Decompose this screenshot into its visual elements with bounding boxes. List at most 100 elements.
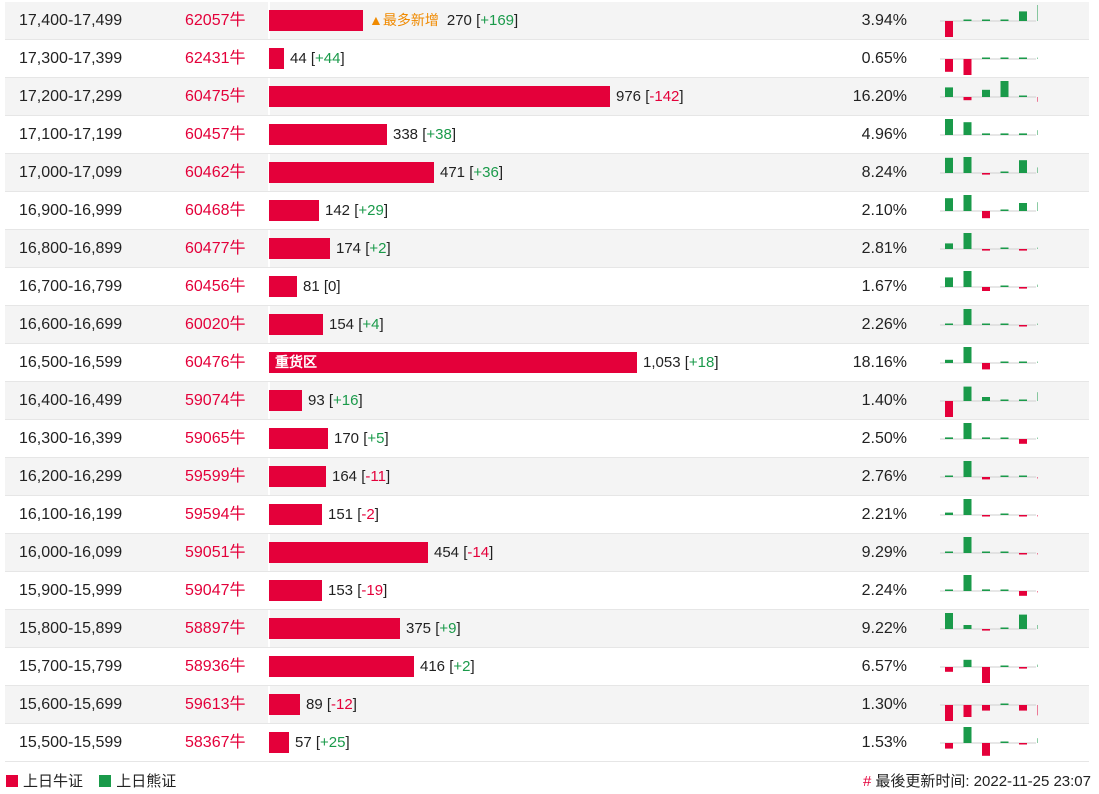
sparkline-bar	[1000, 361, 1009, 363]
table-row[interactable]: 16,100-16,199 59594牛 151 [-2] 2.21%	[5, 496, 1089, 534]
sparkline-bar	[945, 475, 953, 477]
bull-code-link[interactable]: 59065牛	[185, 430, 246, 447]
legend-bull: 上日牛证	[6, 773, 83, 790]
bull-code-link[interactable]: 60456牛	[185, 278, 246, 295]
count-bar	[269, 656, 414, 677]
sparkline-bar	[982, 211, 990, 219]
bull-code-link[interactable]: 59074牛	[185, 392, 246, 409]
count-value: 338	[393, 126, 419, 143]
bull-code-link[interactable]: 58897牛	[185, 620, 246, 637]
sparkline-bar	[1037, 361, 1038, 363]
bull-code-link[interactable]: 59599牛	[185, 468, 246, 485]
trend-sparkline	[940, 57, 1038, 75]
table-row[interactable]: 17,400-17,499 62057牛 ▲最多新增 270 [+169] 3.94%	[5, 2, 1089, 40]
bull-code-link[interactable]: 59051牛	[185, 544, 246, 561]
legend-bear: 上日熊证	[99, 773, 176, 790]
trend-sparkline	[940, 703, 1038, 721]
count-label: 174 [+2]	[336, 230, 391, 267]
hash-icon: #	[862, 773, 872, 790]
bracket-open: [	[684, 354, 689, 371]
sparkline-bar	[982, 743, 990, 756]
count-value: 164	[332, 468, 358, 485]
trend-sparkline	[940, 537, 1038, 555]
bracket-open: [	[435, 620, 440, 637]
percentage: 2.26%	[861, 316, 907, 333]
count-bar	[269, 428, 328, 449]
trend-sparkline	[940, 271, 1038, 291]
bracket-open: [	[645, 88, 650, 105]
sparkline-bar	[1019, 160, 1027, 173]
bull-code-link[interactable]: 60020牛	[185, 316, 246, 333]
bull-code-link[interactable]: 60457牛	[185, 126, 246, 143]
bracket-close: ]	[470, 658, 475, 675]
count-value: 89	[306, 696, 323, 713]
table-row[interactable]: 16,800-16,899 60477牛 174 [+2] 2.81%	[5, 230, 1089, 268]
table-row[interactable]: 17,100-17,199 60457牛 338 [+38] 4.96%	[5, 116, 1089, 154]
sparkline-bar	[1037, 553, 1038, 555]
table-row[interactable]: 15,800-15,899 58897牛 375 [+9] 9.22%	[5, 610, 1089, 648]
bull-code-link[interactable]: 58367牛	[185, 734, 246, 751]
bull-code-link[interactable]: 60475牛	[185, 88, 246, 105]
table-row[interactable]: 15,700-15,799 58936牛 416 [+2] 6.57%	[5, 648, 1089, 686]
bull-code-link[interactable]: 59047牛	[185, 582, 246, 599]
sparkline-bar	[1000, 209, 1009, 211]
trend-sparkline	[940, 309, 1038, 327]
bull-code-link[interactable]: 62057牛	[185, 12, 246, 29]
row-left-zone	[5, 686, 268, 723]
bracket-close: ]	[498, 164, 503, 181]
sparkline-bar	[982, 551, 990, 553]
bull-code-link[interactable]: 60477牛	[185, 240, 246, 257]
sparkline-bar	[963, 122, 972, 135]
strike-range: 17,100-17,199	[19, 126, 123, 143]
bull-code-link[interactable]: 59594牛	[185, 506, 246, 523]
change-value: -12	[331, 696, 353, 713]
table-row[interactable]: 17,000-17,099 60462牛 471 [+36] 8.24%	[5, 154, 1089, 192]
row-left-zone	[5, 2, 268, 39]
bull-code-link[interactable]: 58936牛	[185, 658, 246, 675]
table-row[interactable]: 16,900-16,999 60468牛 142 [+29] 2.10%	[5, 192, 1089, 230]
sparkline-bar	[1019, 515, 1027, 517]
row-left-zone	[5, 154, 268, 191]
bull-code-link[interactable]: 60462牛	[185, 164, 246, 181]
strike-range: 15,600-15,699	[19, 696, 123, 713]
table-row[interactable]: 16,300-16,399 59065牛 170 [+5] 2.50%	[5, 420, 1089, 458]
table-row[interactable]: 16,400-16,499 59074牛 93 [+16] 1.40%	[5, 382, 1089, 420]
heavy-zone-label: 重货区	[275, 354, 317, 370]
table-row[interactable]: 16,000-16,099 59051牛 454 [-14] 9.29%	[5, 534, 1089, 572]
count-value: 93	[308, 392, 325, 409]
table-row[interactable]: 15,500-15,599 58367牛 57 [+25] 1.53%	[5, 724, 1089, 762]
table-row[interactable]: 16,600-16,699 60020牛 154 [+4] 2.26%	[5, 306, 1089, 344]
trend-sparkline	[940, 119, 1038, 136]
sparkline-bar	[1000, 247, 1009, 249]
count-value: 270	[446, 12, 472, 29]
trend-sparkline	[940, 575, 1038, 596]
table-row[interactable]: 16,500-16,599 60476牛 重货区 1,053 [+18] 18.16%	[5, 344, 1089, 382]
sparkline-bar	[963, 727, 972, 743]
table-row[interactable]: 17,200-17,299 60475牛 976 [-142] 16.20%	[5, 78, 1089, 116]
bull-code-link[interactable]: 60468牛	[185, 202, 246, 219]
trend-sparkline	[940, 195, 1038, 219]
strike-range: 16,300-16,399	[19, 430, 123, 447]
sparkline-bar	[963, 195, 972, 211]
bracket-close: ]	[384, 430, 389, 447]
percentage: 0.65%	[861, 50, 907, 67]
sparkline-bar	[1019, 11, 1027, 21]
sparkline-bar	[1019, 553, 1027, 555]
table-row[interactable]: 17,300-17,399 62431牛 44 [+44] 0.65%	[5, 40, 1089, 78]
bull-code-link[interactable]: 60476牛	[185, 354, 246, 371]
bull-code-link[interactable]: 59613牛	[185, 696, 246, 713]
row-left-zone	[5, 458, 268, 495]
sparkline-bar	[945, 157, 953, 173]
bull-code-link[interactable]: 62431牛	[185, 50, 246, 67]
sparkline-bar	[1000, 551, 1009, 553]
sparkline-bar	[1019, 399, 1027, 401]
table-row[interactable]: 15,600-15,699 59613牛 89 [-12] 1.30%	[5, 686, 1089, 724]
table-row[interactable]: 15,900-15,999 59047牛 153 [-19] 2.24%	[5, 572, 1089, 610]
table-row[interactable]: 16,200-16,299 59599牛 164 [-11] 2.76%	[5, 458, 1089, 496]
sparkline-bar	[1019, 743, 1027, 745]
sparkline-bar	[963, 59, 972, 75]
bracket-open: [	[357, 506, 362, 523]
sparkline-bar	[945, 613, 953, 629]
sparkline-bar	[1000, 57, 1009, 59]
table-row[interactable]: 16,700-16,799 60456牛 81 [0] 1.67%	[5, 268, 1089, 306]
